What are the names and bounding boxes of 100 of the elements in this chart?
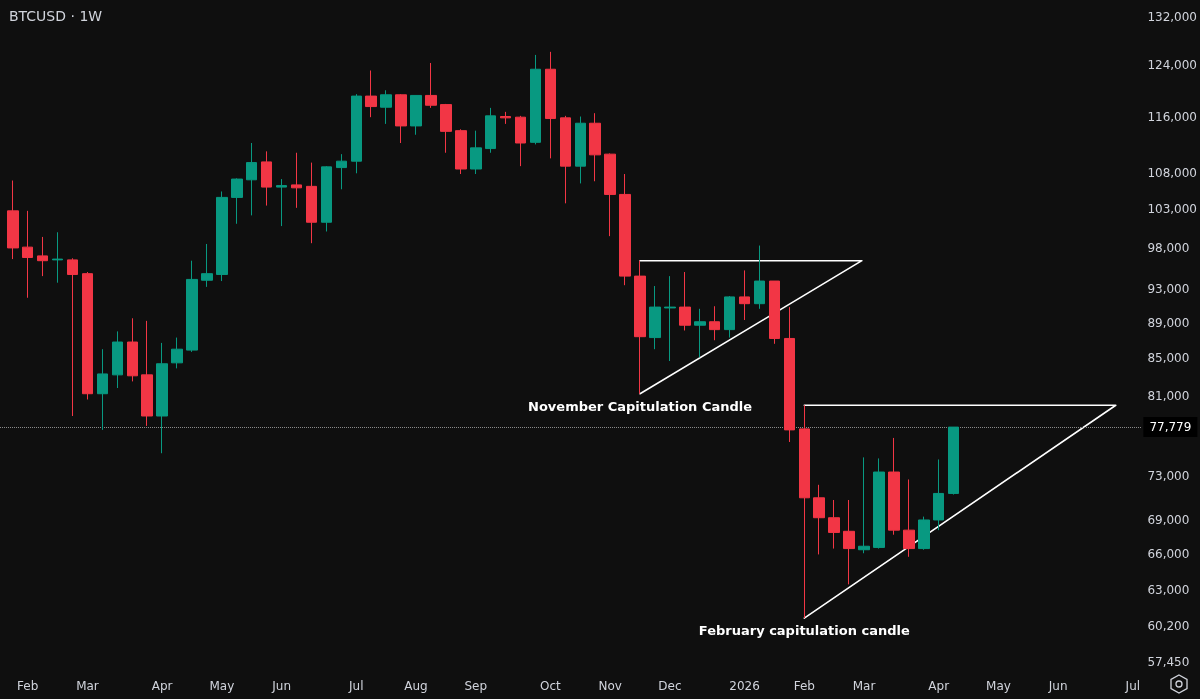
candlestick	[156, 342, 168, 454]
candlestick	[485, 107, 496, 154]
x-tick-label: Oct	[540, 679, 562, 693]
candlestick	[873, 457, 885, 550]
y-tick-label: 81,000	[1147, 388, 1190, 403]
candlestick	[395, 93, 407, 144]
candlestick	[171, 337, 183, 369]
candlestick	[216, 190, 228, 282]
candlestick	[739, 269, 750, 321]
candlestick	[948, 426, 959, 496]
candlestick	[336, 153, 347, 190]
candlestick	[515, 115, 526, 167]
candlestick	[709, 305, 720, 341]
candlestick	[918, 516, 930, 551]
candlestick	[380, 89, 392, 125]
y-tick-label: 116,000	[1147, 110, 1197, 125]
candlestick	[440, 103, 452, 154]
y-tick-label: 57,450	[1147, 655, 1190, 669]
candlestick	[724, 295, 735, 339]
candlestick	[112, 330, 123, 389]
x-tick-label: Jun	[271, 679, 291, 693]
y-tick-label: 132,000	[1147, 10, 1197, 24]
candlestick	[410, 94, 422, 136]
candlestick	[321, 165, 332, 232]
y-tick-label: 66,000	[1147, 547, 1190, 562]
ref-line-label: 77,779	[1149, 420, 1192, 435]
candlestick	[679, 271, 691, 331]
y-tick-label: 63,000	[1147, 583, 1190, 598]
candlestick	[67, 257, 78, 417]
candlestick	[769, 280, 780, 345]
candlestick	[813, 484, 825, 555]
x-tick-label: Dec	[658, 679, 682, 693]
candlestick	[351, 93, 362, 174]
x-tick-label: Feb	[793, 679, 815, 693]
x-tick-label: Mar	[76, 679, 99, 693]
y-tick-label: 103,000	[1147, 202, 1197, 217]
x-tick-label: Nov	[598, 679, 622, 693]
candlestick	[784, 306, 795, 443]
x-tick-label: Jul	[348, 679, 364, 693]
candlestick	[694, 308, 706, 358]
candlestick	[589, 112, 601, 182]
x-tick-label: Aug	[404, 679, 428, 693]
candlestick	[201, 243, 213, 288]
candlestick	[664, 275, 676, 362]
candlestick	[365, 69, 377, 118]
x-tick-label: Jul	[1124, 679, 1141, 693]
x-tick-label: Sep	[464, 679, 488, 693]
candlestick	[575, 116, 586, 184]
candlestick	[52, 231, 63, 284]
y-tick-label: 85,000	[1147, 351, 1190, 366]
candlestick	[246, 142, 257, 216]
y-tick-label: 98,000	[1147, 240, 1190, 255]
annotation: November Capitulation Candle	[528, 398, 753, 414]
candlestick	[455, 128, 467, 175]
candlestick	[7, 180, 19, 260]
candlestick	[425, 62, 437, 109]
candlestick	[530, 54, 541, 145]
candlestick	[470, 130, 482, 175]
candlestick	[843, 499, 855, 585]
x-tick-label: Apr	[928, 679, 950, 693]
y-tick-label: 69,000	[1147, 512, 1190, 527]
y-tick-label: 73,000	[1147, 469, 1190, 484]
candlestick	[560, 115, 571, 204]
candlestick	[276, 178, 287, 227]
candlestick	[888, 437, 900, 536]
candlestick	[858, 456, 870, 554]
candlestick	[500, 111, 511, 125]
x-tick-label: Feb	[17, 679, 39, 693]
y-tick-label: 93,000	[1147, 281, 1190, 296]
candlestick	[604, 152, 616, 237]
candlestick	[291, 152, 302, 209]
candlestick	[261, 150, 272, 207]
x-tick-label: May	[209, 679, 235, 693]
candlestick	[933, 458, 944, 531]
candlestick	[306, 162, 317, 244]
candlestick	[799, 404, 810, 619]
candlestick	[619, 173, 631, 286]
candlestick	[754, 245, 765, 310]
candlestick	[828, 499, 840, 550]
candlestick	[82, 271, 93, 400]
y-tick-label: 124,000	[1147, 58, 1197, 73]
x-tick-label: 2026	[729, 679, 760, 693]
candlestick	[903, 478, 915, 558]
x-tick-label: Jun	[1047, 679, 1068, 693]
y-tick-label: 60,200	[1147, 618, 1190, 633]
candlestick	[22, 210, 33, 299]
y-tick-label: 89,000	[1147, 315, 1190, 330]
candlestick	[231, 177, 243, 225]
candlestick	[37, 236, 48, 277]
x-tick-label: Mar	[852, 679, 876, 693]
x-tick-label: Apr	[151, 679, 173, 693]
candlestick	[97, 348, 108, 431]
chart-title: BTCUSD · 1W	[9, 8, 103, 24]
y-tick-label: 108,000	[1147, 165, 1197, 180]
candlestick	[649, 285, 661, 350]
candlestick	[545, 51, 556, 159]
candlestick	[127, 317, 138, 382]
x-tick-label: May	[986, 679, 1011, 693]
annotation: February capitulation candle	[698, 623, 910, 639]
candlestick	[141, 320, 153, 427]
